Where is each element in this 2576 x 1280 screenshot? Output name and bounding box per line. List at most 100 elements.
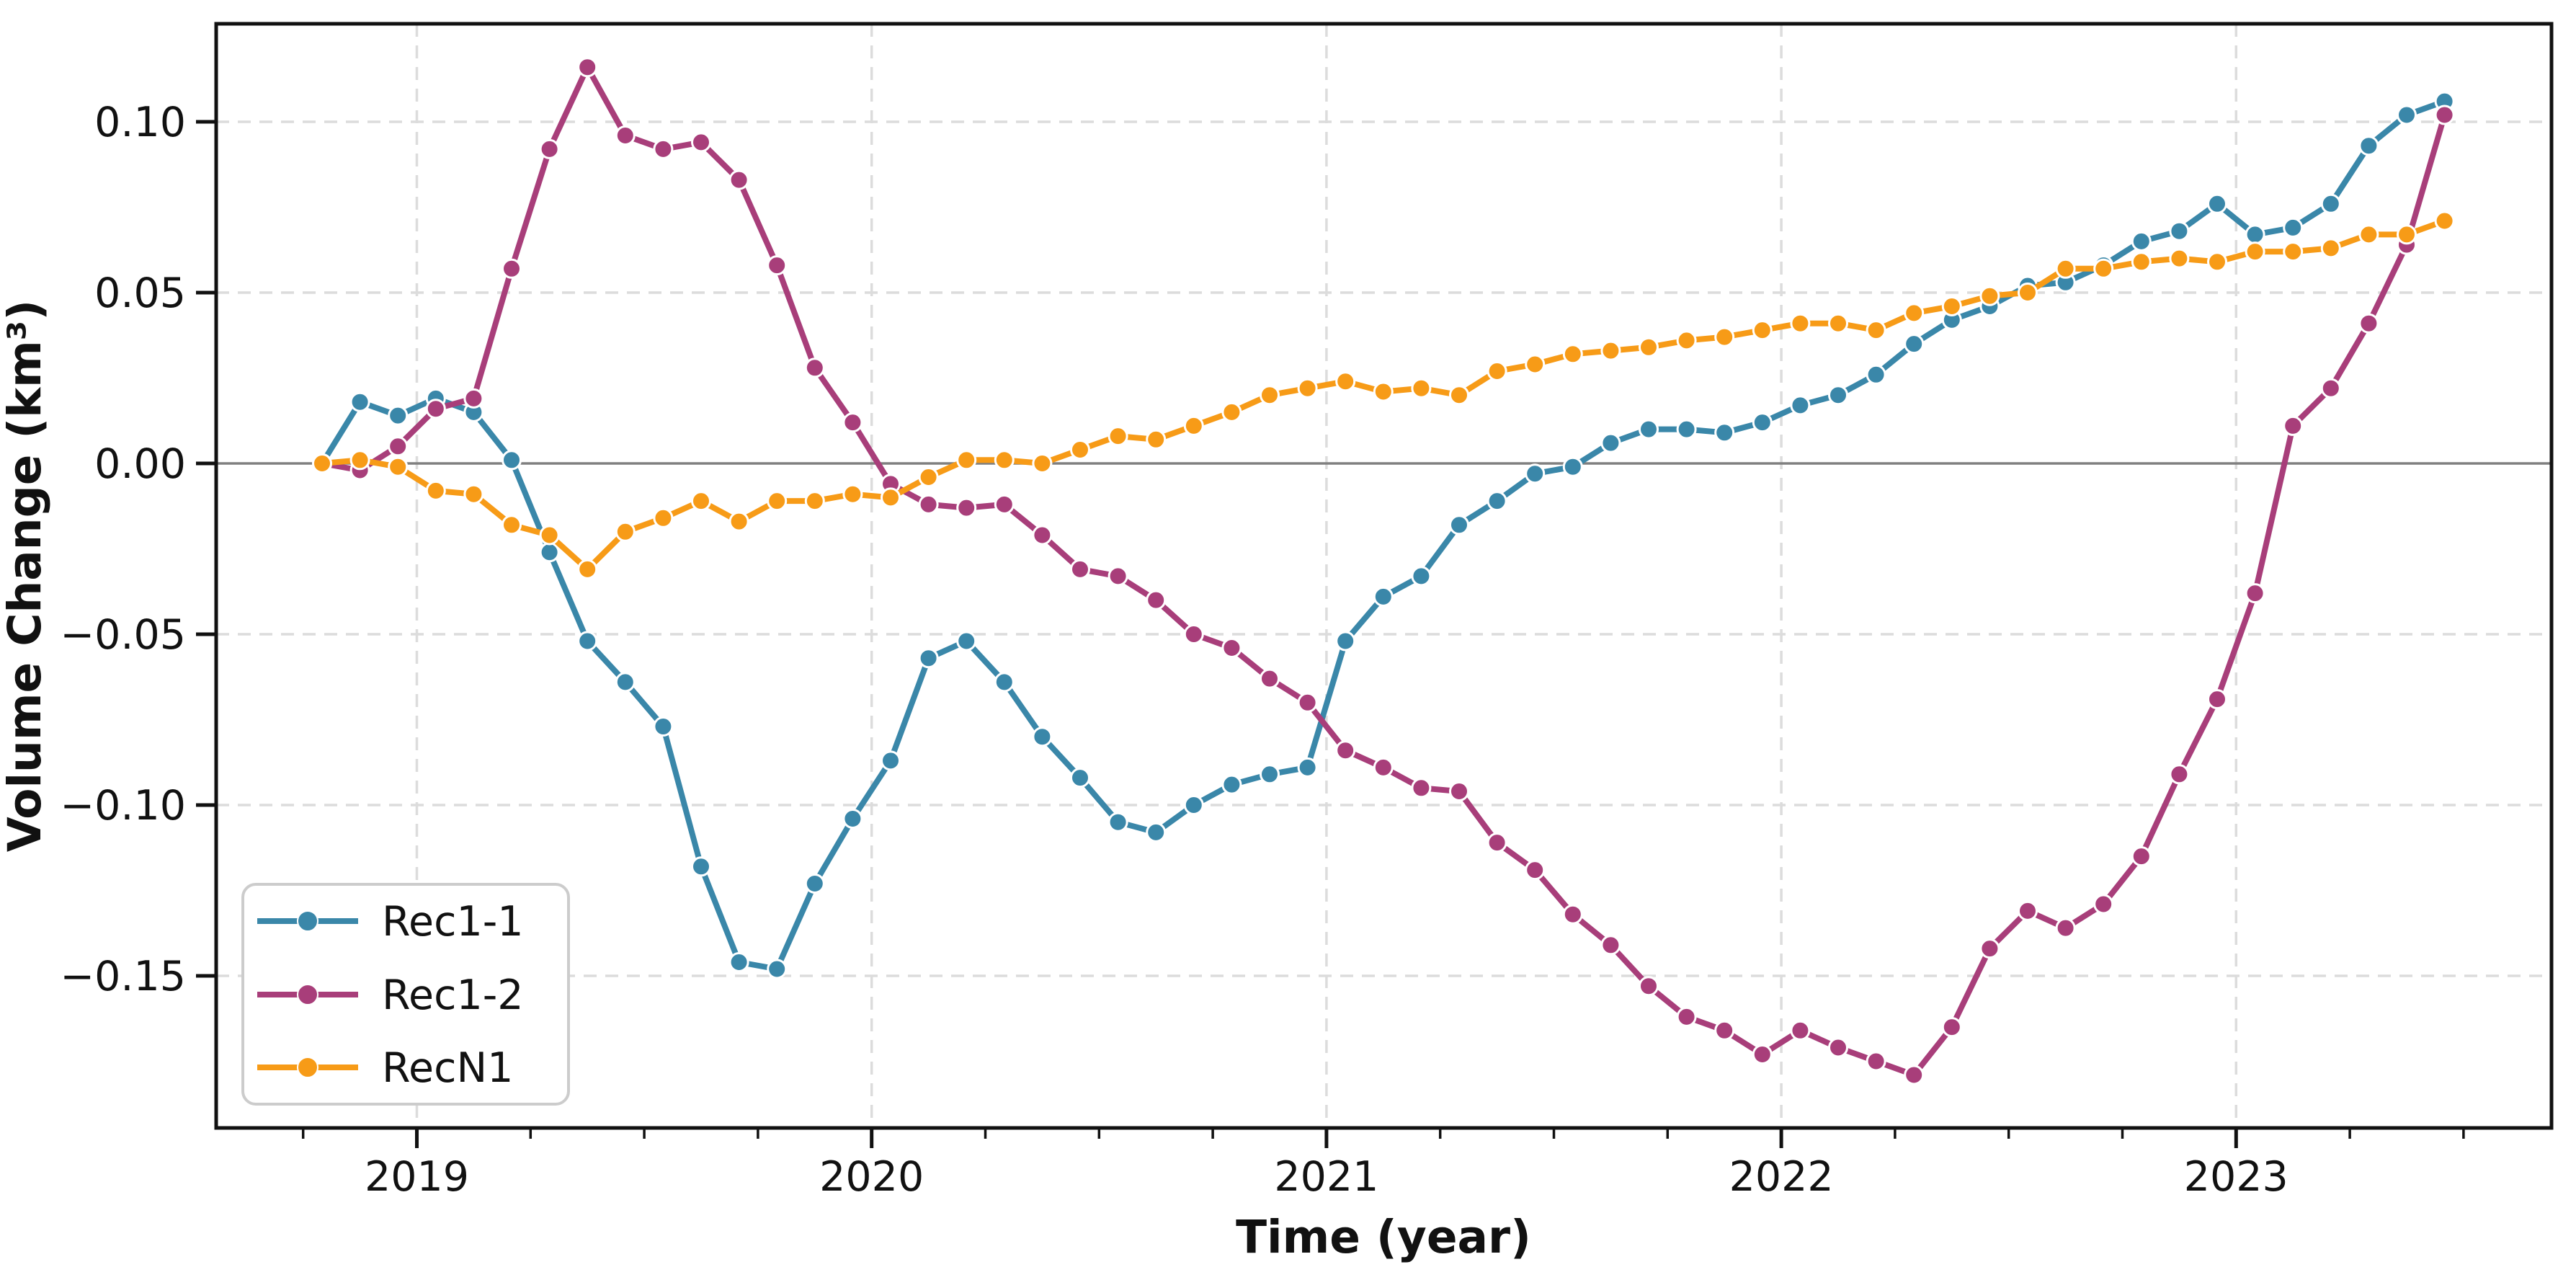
data-point-recn1 [2245, 241, 2265, 262]
y-tick-label: −0.15 [60, 953, 186, 1000]
data-point-rec1-1 [842, 809, 863, 829]
data-point-recn1 [1411, 378, 1432, 399]
data-point-recn1 [1070, 440, 1090, 460]
data-point-recn1 [2207, 252, 2227, 272]
data-point-rec1-2 [615, 125, 636, 146]
data-point-rec1-1 [1297, 757, 1318, 778]
data-point-rec1-1 [1260, 764, 1280, 785]
data-point-rec1-2 [1714, 1020, 1735, 1041]
data-point-rec1-1 [2245, 224, 2265, 245]
data-point-recn1 [1146, 429, 1167, 450]
data-point-rec1-1 [804, 874, 825, 894]
tick-layer: 2019 2020 2021 2022 2023 0.10 0.05 0.00 −0.05 −0.… [60, 99, 2465, 1201]
data-point-rec1-2 [2055, 917, 2076, 938]
data-point-rec1-1 [1752, 412, 1773, 433]
data-point-rec1-2 [1221, 638, 1242, 658]
y-tick-label: 0.05 [94, 270, 186, 317]
data-point-rec1-2 [842, 412, 863, 433]
data-point-rec1-2 [1941, 1017, 1962, 1038]
data-point-rec1-2 [2093, 894, 2114, 915]
data-point-rec1-1 [2169, 221, 2190, 241]
data-point-recn1 [2093, 258, 2114, 279]
data-point-recn1 [2131, 252, 2152, 272]
data-point-rec1-2 [1752, 1044, 1773, 1065]
series-layer [312, 57, 2455, 1085]
data-point-rec1-2 [956, 497, 977, 518]
data-point-rec1-2 [2207, 689, 2227, 710]
data-point-rec1-1 [1487, 491, 1507, 512]
y-tick-label: 0.00 [94, 440, 186, 488]
legend-item-rec1-2: Rec1-2 [257, 972, 524, 1019]
data-point-recn1 [2018, 283, 2038, 303]
data-point-rec1-2 [2434, 105, 2455, 125]
data-point-rec1-1 [577, 631, 598, 652]
legend-label: RecN1 [382, 1044, 513, 1092]
data-point-rec1-1 [881, 750, 901, 771]
data-point-rec1-1 [1107, 812, 1128, 832]
data-point-rec1-1 [1676, 419, 1697, 440]
data-point-rec1-1 [1904, 334, 1925, 355]
y-tick-label: −0.10 [60, 782, 186, 830]
series-line-rec1-1 [319, 98, 2448, 972]
data-point-rec1-2 [1449, 781, 1469, 801]
data-point-recn1 [918, 467, 939, 487]
data-point-rec1-1 [1562, 456, 1583, 477]
data-point-recn1 [1373, 381, 1394, 402]
data-point-rec1-1 [918, 648, 939, 669]
legend-label: Rec1-2 [382, 972, 524, 1019]
legend-label: Rec1-1 [382, 898, 524, 946]
data-point-recn1 [1562, 344, 1583, 365]
legend-item-recn1: RecN1 [257, 1044, 513, 1092]
data-point-recn1 [463, 484, 484, 505]
x-tick-label: 2021 [1274, 1153, 1378, 1201]
data-point-recn1 [728, 511, 749, 532]
data-point-recn1 [312, 453, 332, 474]
data-point-rec1-1 [956, 631, 977, 652]
data-point-recn1 [1525, 354, 1546, 375]
data-point-rec1-2 [1297, 692, 1318, 713]
data-point-recn1 [539, 525, 560, 546]
data-point-rec1-2 [691, 132, 711, 153]
data-point-rec1-2 [767, 255, 788, 276]
data-point-rec1-2 [1146, 590, 1167, 610]
data-point-recn1 [1639, 337, 1659, 357]
data-point-recn1 [2434, 210, 2455, 231]
data-point-rec1-2 [463, 388, 484, 409]
data-point-rec1-2 [1487, 832, 1507, 853]
data-point-recn1 [767, 491, 788, 512]
data-point-rec1-1 [994, 672, 1015, 693]
data-point-rec1-1 [1714, 422, 1735, 443]
data-point-rec1-2 [2131, 846, 2152, 867]
data-point-recn1 [1828, 313, 1848, 334]
data-point-recn1 [881, 487, 901, 508]
data-point-recn1 [1183, 415, 1204, 436]
data-point-rec1-2 [2283, 415, 2304, 436]
data-point-recn1 [1260, 385, 1280, 406]
data-point-rec1-1 [691, 856, 711, 877]
data-point-recn1 [2320, 238, 2341, 259]
data-point-recn1 [1676, 330, 1697, 351]
data-point-recn1 [388, 456, 409, 477]
data-point-recn1 [1297, 378, 1318, 399]
data-point-recn1 [1335, 371, 1356, 392]
data-point-recn1 [2169, 248, 2190, 269]
data-point-rec1-1 [349, 391, 370, 412]
data-point-recn1 [956, 450, 977, 471]
data-point-recn1 [691, 491, 711, 512]
data-point-recn1 [1487, 361, 1507, 381]
data-point-recn1 [577, 559, 598, 579]
data-point-recn1 [1904, 303, 1925, 324]
data-point-rec1-1 [1866, 364, 1886, 385]
data-point-rec1-2 [653, 138, 674, 159]
legend-item-rec1-1: Rec1-1 [257, 898, 524, 946]
data-point-rec1-2 [502, 258, 522, 279]
data-point-rec1-2 [1260, 668, 1280, 689]
data-point-rec1-1 [1183, 795, 1204, 815]
data-point-rec1-1 [1411, 566, 1432, 587]
data-point-rec1-1 [1221, 774, 1242, 795]
data-point-rec1-1 [615, 672, 636, 693]
data-point-rec1-1 [2358, 135, 2379, 156]
series-line-rec1-2 [319, 64, 2448, 1078]
